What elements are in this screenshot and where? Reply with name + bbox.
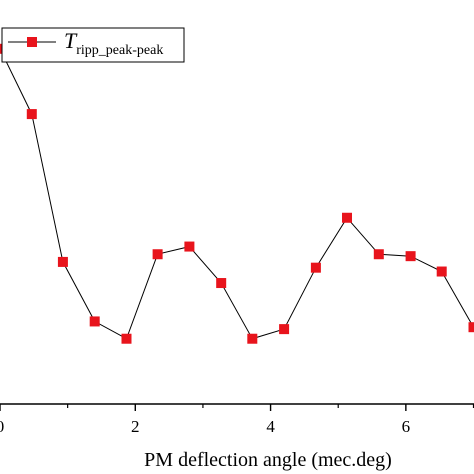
x-tick-label: 4 xyxy=(266,417,275,436)
data-point-marker xyxy=(184,241,195,252)
data-point-marker xyxy=(373,249,384,260)
series-polyline xyxy=(0,48,474,340)
data-point-marker xyxy=(310,262,321,273)
data-point-marker xyxy=(121,333,132,344)
series-line xyxy=(0,48,474,340)
series-markers xyxy=(0,43,474,344)
x-tick-label: 0 xyxy=(0,417,4,436)
data-point-marker xyxy=(152,249,163,260)
data-point-marker xyxy=(436,266,447,277)
data-point-marker xyxy=(26,109,37,120)
data-point-marker xyxy=(279,324,290,335)
legend: Tripp_peak-peak xyxy=(1,27,185,63)
data-point-marker xyxy=(89,316,100,327)
data-point-marker xyxy=(342,212,353,223)
legend-label: Tripp_peak-peak xyxy=(64,28,163,58)
legend-label-main: T xyxy=(64,28,78,53)
x-axis-title: PM deflection angle (mec.deg) xyxy=(144,449,392,471)
x-tick-label: 6 xyxy=(402,417,411,436)
data-point-marker xyxy=(216,278,227,289)
data-point-marker xyxy=(57,256,68,267)
data-point-marker xyxy=(247,333,258,344)
data-point-marker xyxy=(405,251,416,262)
legend-marker-sample xyxy=(27,37,37,47)
legend-label-sub: ripp_peak-peak xyxy=(76,43,163,58)
x-axis-ticks: 0 2 4 6 xyxy=(0,404,474,436)
data-point-marker xyxy=(468,322,474,333)
x-tick-label: 2 xyxy=(131,417,140,436)
